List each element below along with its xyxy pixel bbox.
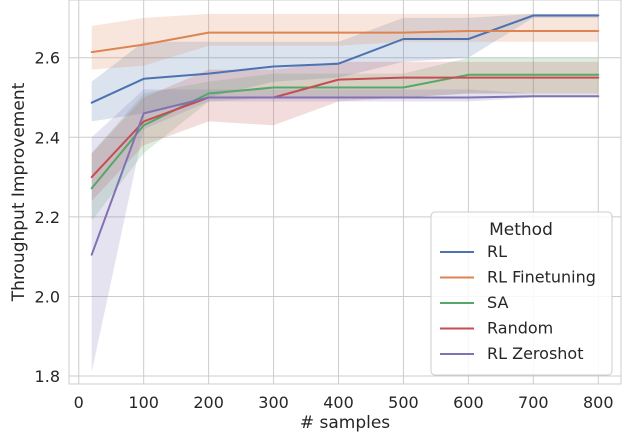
series-line	[90, 76, 600, 179]
x-tick-label: 0	[74, 393, 84, 412]
legend-label: RL Zeroshot	[487, 344, 583, 363]
legend-box	[430, 211, 613, 376]
x-axis-ticks: 0 100 200 300 400 500 600 700 800	[74, 393, 614, 412]
x-axis-label: # samples	[300, 413, 390, 433]
legend-title: Method	[489, 220, 553, 240]
legend-label: RL Finetuning	[487, 268, 596, 287]
legend-items: RL RL Finetuning SA Random RL Zeroshot	[440, 242, 596, 363]
x-tick-label: 400	[323, 393, 354, 412]
y-tick-label: 2.6	[35, 49, 60, 68]
legend-label: RL	[487, 242, 507, 261]
y-axis-label: Throughput Improvement	[9, 82, 29, 302]
y-tick-label: 2.0	[35, 287, 60, 306]
plot-frame	[68, 0, 622, 385]
y-tick-label: 2.2	[35, 208, 60, 227]
legend-label: Random	[487, 319, 553, 338]
legend-label: SA	[487, 293, 508, 312]
x-tick-label: 100	[128, 393, 159, 412]
x-tick-label: 600	[453, 393, 484, 412]
x-tick-label: 500	[388, 393, 419, 412]
series-lines	[90, 14, 600, 256]
series-line	[90, 73, 600, 190]
y-tick-label: 2.4	[35, 128, 60, 147]
confidence-band	[91, 13, 599, 70]
y-axis-ticks: 1.8 2.0 2.2 2.4 2.6	[35, 49, 60, 386]
x-tick-label: 300	[258, 393, 289, 412]
confidence-band	[91, 13, 599, 122]
x-tick-label: 200	[193, 393, 224, 412]
legend: Method RL RL Finetuning SA Random RL Zerosho…	[430, 211, 613, 376]
series-line	[90, 30, 600, 54]
y-tick-label: 1.8	[35, 367, 60, 386]
x-tick-label: 800	[583, 393, 614, 412]
series-line	[90, 95, 600, 256]
x-tick-label: 700	[518, 393, 549, 412]
series-line	[90, 14, 600, 104]
